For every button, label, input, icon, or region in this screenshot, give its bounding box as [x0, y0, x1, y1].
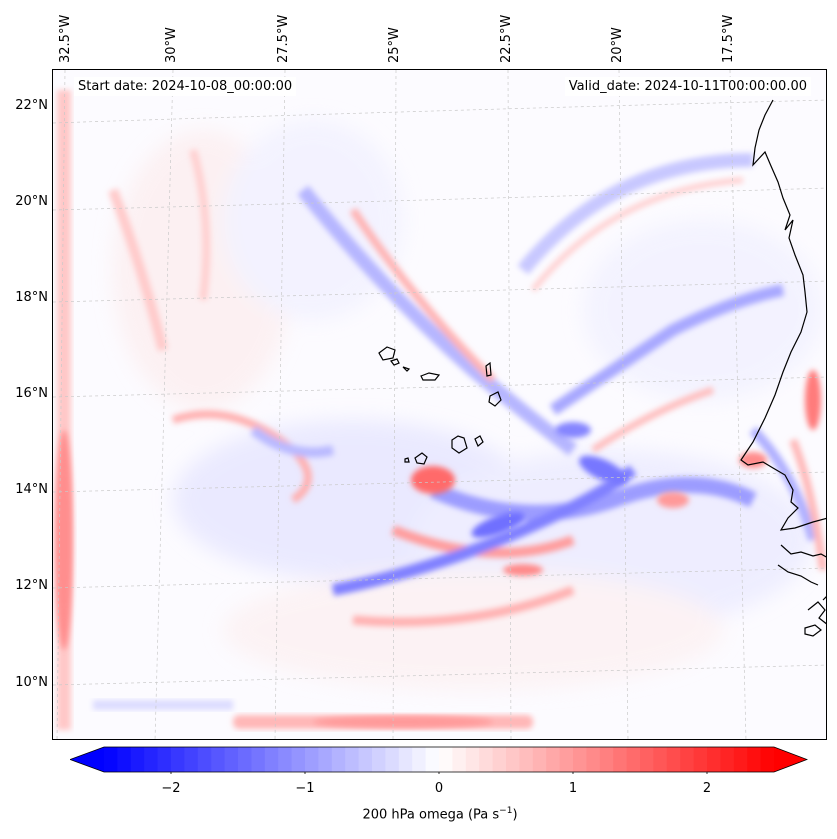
colorbar-segment [693, 747, 708, 772]
colorbar-segment [345, 747, 360, 772]
colorbar-segment [224, 747, 239, 772]
colorbar-segment [586, 747, 601, 772]
colorbar-segment [157, 747, 172, 772]
colorbar-segment [519, 747, 534, 772]
colorbar-ticks [170, 772, 708, 774]
colorbar-segment [666, 747, 681, 772]
lon-label: 22.5°W [499, 14, 514, 63]
colorbar-segment [144, 747, 159, 772]
colorbar-label: 200 hPa omega (Pa s−1) [0, 806, 837, 822]
colorbar-segment [184, 747, 199, 772]
lat-label: 10°N [15, 675, 48, 690]
colorbar-segments [70, 747, 807, 772]
lat-label: 16°N [15, 386, 48, 401]
colorbar-segment [358, 747, 373, 772]
colorbar-label-close: ) [512, 807, 518, 823]
colorbar-segment [439, 747, 453, 772]
colorbar-segment [599, 747, 614, 772]
colorbar-tick-label: 2 [702, 781, 712, 796]
colorbar-segment [130, 747, 145, 772]
lon-label: 20°W [610, 27, 625, 63]
colorbar-segment [492, 747, 507, 772]
colorbar-segment [479, 747, 494, 772]
colorbar-segment [425, 747, 440, 772]
cape-verde-islands [378, 346, 502, 465]
colorbar-segment [318, 747, 333, 772]
colorbar-tick-label: −2 [161, 781, 181, 796]
valid-date-label: Valid_date: 2024-10-11T00:00:00.00 [564, 77, 811, 96]
lat-label: 20°N [15, 194, 48, 209]
omega-map [53, 70, 826, 739]
colorbar-segment [331, 747, 346, 772]
colorbar-segment [291, 747, 306, 772]
colorbar-segment [278, 747, 293, 772]
colorbar-segment [760, 747, 775, 772]
colorbar-segment [104, 747, 118, 772]
colorbar-label-exponent: −1 [499, 806, 513, 816]
lat-label: 14°N [15, 482, 48, 497]
lon-label: 32.5°W [58, 14, 73, 63]
colorbar-segment [747, 747, 762, 772]
lon-label: 17.5°W [721, 14, 736, 63]
colorbar-segment [506, 747, 520, 772]
colorbar-segment [680, 747, 695, 772]
colorbar-segment [264, 747, 279, 772]
lon-label: 27.5°W [276, 14, 291, 63]
lon-label: 25°W [387, 27, 402, 63]
lat-label: 22°N [15, 98, 48, 113]
colorbar-segment [546, 747, 561, 772]
colorbar-outline [70, 746, 808, 773]
map-panel [52, 69, 827, 740]
colorbar-segment [398, 747, 413, 772]
colorbar-segment [573, 747, 587, 772]
colorbar-segment [117, 747, 132, 772]
colorbar-tick-label: 1 [568, 781, 578, 796]
colorbar-segment [613, 747, 628, 772]
colorbar-segment [532, 747, 547, 772]
colorbar-segment [465, 747, 480, 772]
colorbar-segment [733, 747, 748, 772]
colorbar-extend-max [774, 747, 807, 772]
coastline-guinea-bissau [777, 544, 826, 637]
lon-label: 30°W [164, 27, 179, 63]
colorbar-segment [305, 747, 319, 772]
colorbar-label-text: 200 hPa omega (Pa s [362, 807, 500, 823]
colorbar-segment [452, 747, 467, 772]
colorbar-segment [211, 747, 226, 772]
colorbar-segment [412, 747, 427, 772]
colorbar-segment [385, 747, 400, 772]
colorbar-segment [251, 747, 266, 772]
omega-field [55, 90, 826, 730]
colorbar-segment [626, 747, 641, 772]
colorbar [70, 746, 808, 774]
lat-label: 12°N [15, 578, 48, 593]
colorbar-segment [653, 747, 668, 772]
start-date-label: Start date: 2024-10-08_00:00:00 [74, 77, 297, 96]
colorbar-segment [720, 747, 735, 772]
colorbar-segment [238, 747, 252, 772]
colorbar-segment [640, 747, 654, 772]
gridlines [53, 70, 826, 739]
lat-label: 18°N [15, 290, 48, 305]
colorbar-segment [372, 747, 386, 772]
colorbar-tick-label: 0 [434, 781, 444, 796]
colorbar-segment [197, 747, 212, 772]
colorbar-extend-min [70, 747, 104, 772]
coastline-africa [740, 99, 826, 531]
colorbar-segment [707, 747, 721, 772]
colorbar-tick-label: −1 [295, 781, 315, 796]
colorbar-segment [559, 747, 574, 772]
colorbar-segment [171, 747, 185, 772]
